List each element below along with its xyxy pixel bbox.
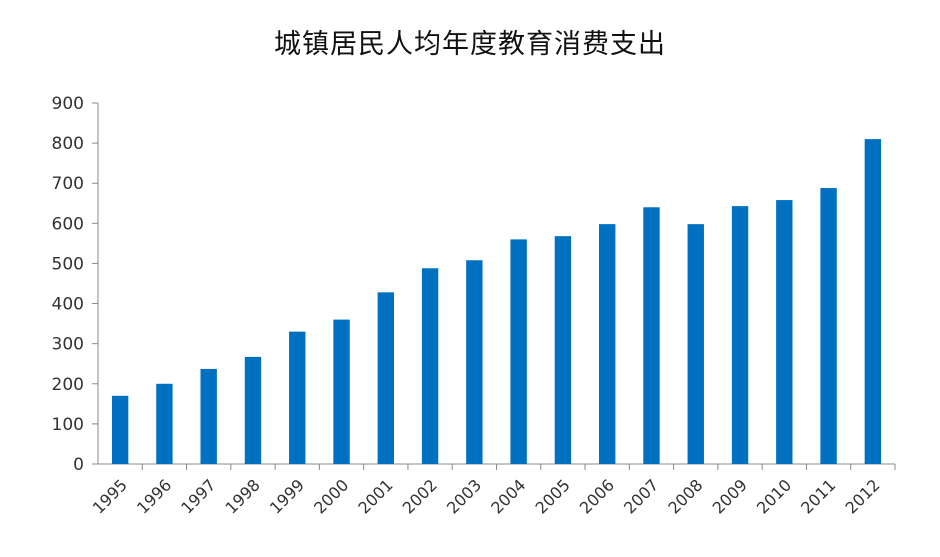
- y-tick-label: 600: [52, 214, 84, 234]
- bar-2006: [599, 224, 616, 464]
- y-tick-label: 100: [52, 415, 84, 435]
- y-tick-label: 700: [52, 174, 84, 194]
- x-tick-label: 2002: [399, 475, 441, 517]
- bar-2007: [643, 207, 660, 465]
- x-tick-label: 2010: [753, 475, 795, 517]
- bar-2003: [466, 260, 483, 464]
- bars: [111, 139, 882, 465]
- x-tick-label: 1996: [133, 475, 175, 517]
- x-tick-label: 1998: [222, 475, 264, 517]
- bar-1996: [156, 383, 173, 464]
- y-tick-label: 500: [52, 254, 84, 274]
- x-tick-label: 2000: [310, 475, 352, 517]
- x-tick-label: 2001: [354, 475, 396, 517]
- x-tick-label: 2012: [841, 475, 883, 517]
- bar-2012: [864, 139, 882, 464]
- bar-2010: [776, 200, 793, 464]
- y-tick-label: 900: [52, 94, 84, 114]
- axes: [92, 102, 896, 470]
- y-tick-label: 400: [52, 295, 84, 315]
- x-tick-label: 1999: [266, 475, 308, 517]
- y-tick-label: 800: [52, 134, 84, 154]
- bar-2009: [731, 206, 749, 464]
- x-tick-labels: 1995 1996 1997 1998 1999 2000 2001 2002 2003 2004…: [89, 475, 884, 517]
- x-tick-label: 2004: [487, 475, 529, 517]
- x-tick-label: 2008: [664, 475, 706, 517]
- chart-title: 城镇居民人均年度教育消费支出: [274, 29, 666, 60]
- bar-2001: [377, 292, 394, 464]
- bar-2011: [820, 188, 837, 464]
- bar-2008: [687, 224, 704, 464]
- bar-2002: [421, 268, 439, 464]
- bar-1995: [111, 395, 129, 464]
- y-tick-label: 0: [73, 455, 84, 475]
- x-tick-label: 2003: [443, 475, 485, 517]
- bar-1999: [289, 331, 306, 464]
- x-tick-label: 2007: [620, 475, 662, 517]
- bar-2005: [554, 236, 572, 464]
- x-tick-label: 2005: [532, 475, 574, 517]
- y-tick-label: 200: [52, 375, 84, 395]
- bar-1997: [200, 368, 217, 464]
- x-tick-label: 1995: [89, 475, 131, 517]
- x-tick-label: 2011: [797, 475, 839, 517]
- y-tick-labels: 0 100 200 300 400 500 600 700 800 900: [52, 94, 84, 475]
- x-tick-label: 2006: [576, 475, 618, 517]
- bar-2004: [510, 239, 527, 464]
- x-tick-label: 1997: [177, 475, 219, 517]
- x-tick-label: 2009: [709, 475, 751, 517]
- bar-1998: [244, 356, 262, 464]
- bar-2000: [333, 319, 350, 464]
- y-tick-label: 300: [52, 335, 84, 355]
